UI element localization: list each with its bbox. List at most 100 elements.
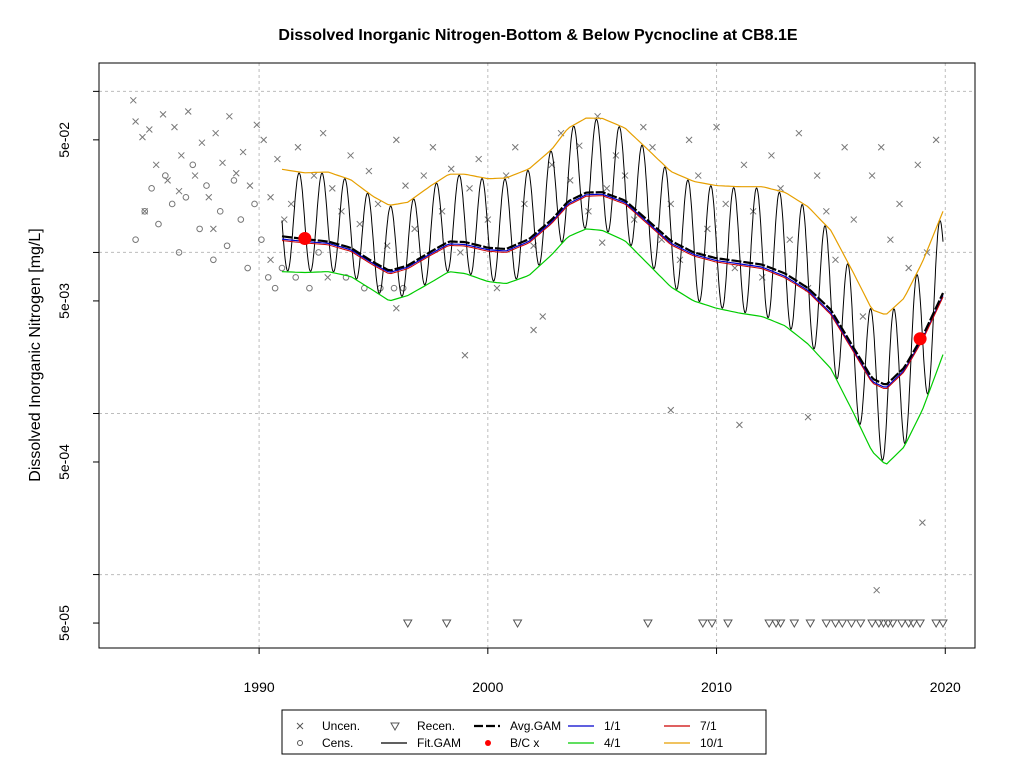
uncen-point xyxy=(704,225,711,233)
uncen-point xyxy=(493,284,501,292)
recen-point xyxy=(402,619,413,629)
uncen-point xyxy=(139,133,146,141)
cens-point xyxy=(315,249,322,256)
recen-point xyxy=(512,619,523,629)
uncen-point xyxy=(267,193,274,201)
recen-point xyxy=(846,619,857,629)
uncen-point xyxy=(253,121,261,129)
uncen-point xyxy=(212,129,220,137)
uncen-point xyxy=(905,264,913,272)
fit-gam-line xyxy=(281,118,944,461)
series-oct-line xyxy=(281,117,944,315)
uncen-point xyxy=(630,216,638,223)
uncen-point xyxy=(694,172,702,179)
legend-label: Cens. xyxy=(322,736,353,750)
cens-point xyxy=(271,284,279,292)
y-tick-label: 5e-03 xyxy=(56,283,72,319)
legend-label: Fit.GAM xyxy=(417,736,461,750)
uncen-point xyxy=(859,313,867,320)
legend: Uncen. Cens. Recen. Fit.GAM Avg.GAM B/C x 1/1 4… xyxy=(281,709,767,755)
uncen-point xyxy=(736,421,743,429)
legend-item: 1/1 xyxy=(568,719,621,733)
uncen-point xyxy=(267,256,274,264)
uncen-point xyxy=(191,172,199,179)
uncen-point xyxy=(813,172,821,179)
uncen-point xyxy=(603,184,611,192)
uncen-point xyxy=(274,155,281,163)
tick-layer: 1990 2000 2010 2020 5e-05 5e-04 5e-03 5e-02 xyxy=(56,90,961,695)
uncen-point xyxy=(129,96,137,104)
legend-label: Uncen. xyxy=(322,719,360,733)
uncen-point xyxy=(356,220,364,228)
uncen-point xyxy=(232,169,240,177)
uncen-point xyxy=(804,413,812,421)
cens-point xyxy=(306,284,313,292)
recen-point xyxy=(887,619,898,629)
uncen-point xyxy=(205,193,213,201)
x-tick-label: 1990 xyxy=(244,679,275,695)
uncen-point xyxy=(210,225,217,233)
cens-point xyxy=(230,177,238,184)
uncen-point xyxy=(219,159,226,167)
cens-point xyxy=(196,225,203,233)
uncen-point xyxy=(932,136,940,144)
uncen-point xyxy=(511,143,519,151)
uncen-point xyxy=(338,207,345,215)
bc-point xyxy=(298,232,312,246)
uncen-point xyxy=(184,108,192,115)
fit-gam-layer xyxy=(281,118,944,461)
y-tick-label: 5e-04 xyxy=(56,444,72,480)
cens-point xyxy=(223,242,231,250)
uncen-point xyxy=(171,123,178,131)
legend-label: 10/1 xyxy=(700,736,724,750)
legend-item: Fit.GAM xyxy=(381,736,461,750)
uncen-point xyxy=(914,161,922,169)
uncen-point xyxy=(198,139,206,147)
recen-point xyxy=(867,619,877,629)
uncen-point xyxy=(294,143,302,151)
cens-point xyxy=(168,200,176,208)
grid-layer xyxy=(99,63,975,648)
uncen-point xyxy=(392,136,400,144)
cens-point xyxy=(203,182,210,189)
cens-point xyxy=(175,249,183,256)
recen-point xyxy=(441,619,452,629)
series-jan-line xyxy=(281,193,944,388)
cens-point xyxy=(162,172,169,179)
cens-point xyxy=(278,264,286,272)
uncen-point xyxy=(685,136,693,144)
recen-point xyxy=(764,619,775,629)
uncen-point xyxy=(310,172,318,179)
uncen-point xyxy=(676,256,684,264)
series-jul-line xyxy=(281,195,944,390)
uncen-point xyxy=(319,129,327,137)
uncen-point xyxy=(877,143,885,151)
uncen-point xyxy=(461,351,469,359)
avg-gam-line xyxy=(281,191,944,386)
uncen-point xyxy=(177,152,185,159)
recen-point xyxy=(896,619,907,629)
uncen-point xyxy=(841,143,848,151)
uncen-point xyxy=(239,148,247,156)
recen-point xyxy=(931,619,941,629)
cens-point xyxy=(264,274,272,281)
legend-x-symbol xyxy=(296,722,304,730)
x-tick-label: 2010 xyxy=(701,679,732,695)
legend-label: 4/1 xyxy=(604,736,621,750)
uncen-point xyxy=(598,239,606,247)
uncen-point xyxy=(713,123,720,131)
y-axis-label: Dissolved Inorganic Nitrogen [mg/L] xyxy=(27,228,44,481)
recen-point xyxy=(915,619,925,629)
uncen-point xyxy=(887,236,894,244)
cens-point xyxy=(237,216,245,223)
uncen-point xyxy=(246,182,254,189)
cens-point xyxy=(216,208,224,215)
uncen-point xyxy=(640,123,647,131)
legend-items: Uncen. Cens. Recen. Fit.GAM Avg.GAM B/C x 1/1 4… xyxy=(296,719,724,750)
cens-point xyxy=(258,236,265,243)
uncen-point xyxy=(484,216,492,223)
uncen-point xyxy=(521,200,528,208)
legend-label: B/C x xyxy=(510,736,539,750)
recen-point xyxy=(805,619,816,629)
